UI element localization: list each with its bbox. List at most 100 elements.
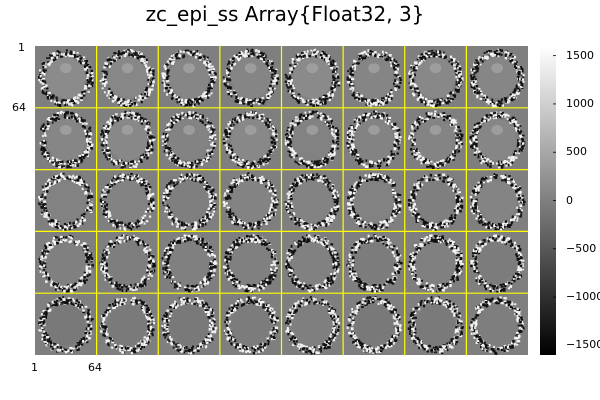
noise-speckle [202, 159, 205, 161]
noise-speckle [194, 164, 196, 167]
noise-speckle [421, 117, 424, 120]
noise-speckle [145, 65, 148, 68]
noise-speckle [119, 223, 121, 226]
noise-speckle [137, 180, 141, 183]
noise-speckle [377, 113, 381, 116]
noise-speckle [161, 74, 165, 77]
noise-speckle [497, 55, 500, 58]
noise-speckle [56, 99, 59, 102]
noise-speckle [424, 53, 427, 57]
noise-speckle [46, 127, 50, 130]
noise-speckle [411, 127, 414, 130]
noise-speckle [61, 165, 64, 168]
noise-speckle [374, 51, 377, 54]
noise-speckle [109, 93, 112, 96]
noise-speckle [167, 206, 171, 209]
noise-speckle [80, 158, 83, 161]
noise-speckle [376, 165, 380, 168]
noise-speckle [71, 98, 73, 101]
noise-speckle [107, 91, 110, 95]
noise-speckle [199, 53, 202, 56]
noise-speckle [109, 218, 113, 221]
noise-speckle [435, 50, 438, 52]
noise-speckle [414, 90, 417, 93]
noise-speckle [419, 62, 422, 65]
noise-speckle [228, 150, 232, 154]
noise-speckle [269, 126, 272, 129]
noise-speckle [285, 76, 288, 79]
noise-speckle [364, 57, 367, 60]
noise-speckle [334, 81, 337, 84]
noise-speckle [472, 78, 475, 81]
noise-speckle [394, 132, 397, 136]
noise-speckle [272, 91, 275, 94]
noise-speckle [366, 102, 369, 106]
noise-speckle [135, 163, 139, 166]
noise-speckle [72, 97, 76, 100]
noise-speckle [82, 62, 85, 65]
noise-speckle [292, 67, 295, 70]
noise-speckle [427, 50, 431, 53]
noise-speckle [146, 120, 149, 123]
noise-speckle [346, 144, 350, 147]
noise-speckle [200, 56, 203, 59]
noise-speckle [413, 122, 417, 125]
noise-speckle [457, 81, 461, 84]
noise-speckle [79, 61, 82, 65]
noise-speckle [103, 66, 105, 69]
noise-speckle [357, 97, 361, 101]
noise-speckle [81, 124, 85, 128]
noise-speckle [101, 130, 103, 132]
chart-title: zc_epi_ss Array{Float32, 3} [145, 2, 425, 26]
noise-speckle [477, 156, 480, 159]
noise-speckle [373, 162, 377, 165]
noise-speckle [41, 124, 44, 128]
noise-speckle [172, 58, 176, 61]
noise-speckle [518, 145, 521, 148]
noise-speckle [424, 57, 427, 60]
noise-speckle [141, 96, 144, 99]
noise-speckle [42, 129, 46, 132]
noise-speckle [150, 206, 153, 208]
noise-speckle [138, 51, 141, 54]
noise-speckle [419, 96, 422, 99]
noise-speckle [424, 119, 427, 123]
noise-speckle [42, 134, 44, 138]
noise-speckle [166, 210, 169, 213]
noise-speckle [494, 111, 497, 114]
noise-speckle [426, 103, 429, 106]
noise-speckle [114, 52, 117, 55]
noise-speckle [417, 154, 419, 157]
noise-speckle [80, 179, 83, 183]
noise-speckle [352, 144, 355, 147]
noise-speckle [81, 187, 84, 191]
noise-speckle [147, 183, 150, 186]
noise-speckle [430, 49, 434, 52]
noise-speckle [252, 163, 255, 166]
noise-speckle [169, 156, 171, 159]
noise-speckle [57, 51, 60, 54]
noise-speckle [394, 135, 397, 138]
noise-speckle [289, 64, 291, 67]
noise-speckle [308, 160, 312, 164]
noise-speckle [179, 177, 182, 180]
noise-speckle [117, 160, 120, 163]
brain-slice [354, 57, 394, 99]
noise-speckle [192, 52, 195, 56]
noise-speckle [101, 82, 104, 85]
noise-speckle [512, 118, 515, 121]
noise-speckle [423, 52, 426, 55]
noise-speckle [316, 101, 319, 104]
noise-speckle [87, 190, 91, 192]
noise-speckle [165, 128, 168, 131]
noise-speckle [133, 53, 137, 56]
noise-speckle [39, 73, 42, 77]
noise-speckle [50, 183, 53, 185]
noise-speckle [498, 52, 501, 56]
noise-speckle [429, 52, 433, 56]
noise-speckle [483, 120, 487, 123]
noise-speckle [286, 77, 290, 80]
noise-speckle [170, 216, 173, 220]
noise-speckle [239, 113, 242, 117]
